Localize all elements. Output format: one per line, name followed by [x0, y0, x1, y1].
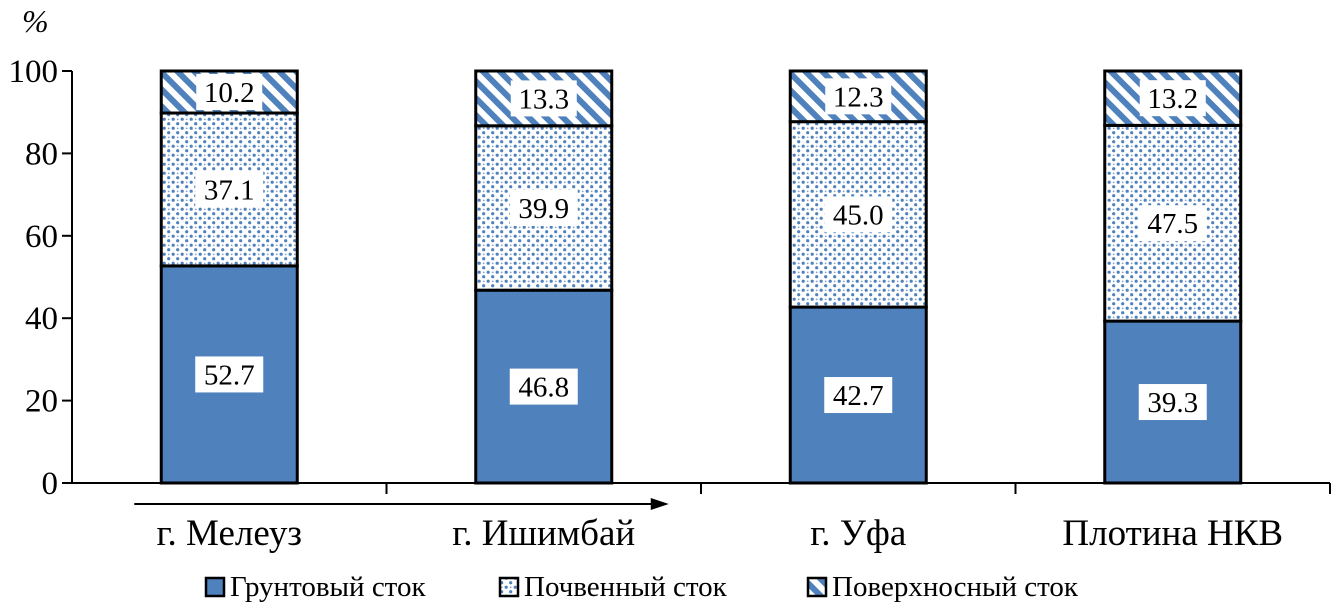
bars-layer: [159, 69, 1243, 485]
data-label-box: [1138, 205, 1207, 242]
x-category-label: г. Мелеуз: [157, 513, 302, 554]
data-label-box: [825, 78, 892, 115]
x-category-label: г. Уфа: [810, 513, 906, 554]
data-label: 13.3: [518, 83, 569, 115]
data-label: 52.7: [204, 359, 255, 391]
legend-label: Поверхносный сток: [832, 571, 1079, 603]
axis-layer: 0 20 40 60 80 100% г. Мелеуз г. Ишимбай г. Уфа Пл…: [9, 3, 1331, 554]
y-tick-label: 0: [42, 466, 59, 502]
data-label: 37.1: [204, 174, 255, 206]
flow-arrow-head: [650, 498, 669, 510]
legend-label: Почвенный сток: [524, 571, 728, 603]
y-unit-label: %: [22, 3, 49, 39]
data-label-box: [1139, 80, 1206, 117]
legend-swatch: [806, 576, 828, 598]
data-label-box: [196, 74, 263, 111]
data-label: 12.3: [833, 81, 884, 113]
y-tick-label: 60: [25, 219, 58, 255]
data-label: 45.0: [833, 199, 884, 231]
data-label-box: [509, 189, 578, 226]
legend-swatch: [204, 576, 226, 598]
data-label: 39.9: [518, 193, 569, 225]
data-label: 46.8: [518, 372, 569, 404]
data-label: 10.2: [204, 77, 255, 109]
labels-layer: 52.7 37.1 10.2 46.8 39.9 13.3 42.7 45.0 12.3 39.3…: [195, 74, 1207, 421]
y-tick-label: 100: [9, 54, 59, 90]
legend: Грунтовый сток Почвенный сток Поверхносный…: [204, 571, 1079, 603]
data-label-box: [509, 368, 578, 405]
data-label-box: [824, 196, 893, 233]
data-label: 39.3: [1147, 387, 1198, 419]
data-label-box: [195, 171, 264, 208]
data-label-box: [1138, 384, 1207, 421]
legend-label: Грунтовый сток: [230, 571, 426, 603]
x-category-label: г. Ишимбай: [452, 513, 635, 554]
data-label: 13.2: [1147, 83, 1198, 115]
y-tick-label: 20: [25, 384, 58, 420]
data-label: 47.5: [1147, 208, 1198, 240]
y-tick-label: 40: [25, 301, 58, 337]
data-label-box: [824, 377, 893, 414]
data-label: 42.7: [833, 380, 884, 412]
y-tick-label: 80: [25, 136, 58, 172]
data-label-box: [195, 356, 264, 393]
data-label-box: [510, 80, 577, 117]
x-category-label: Плотина НКВ: [1062, 513, 1283, 554]
legend-swatch: [498, 576, 520, 598]
